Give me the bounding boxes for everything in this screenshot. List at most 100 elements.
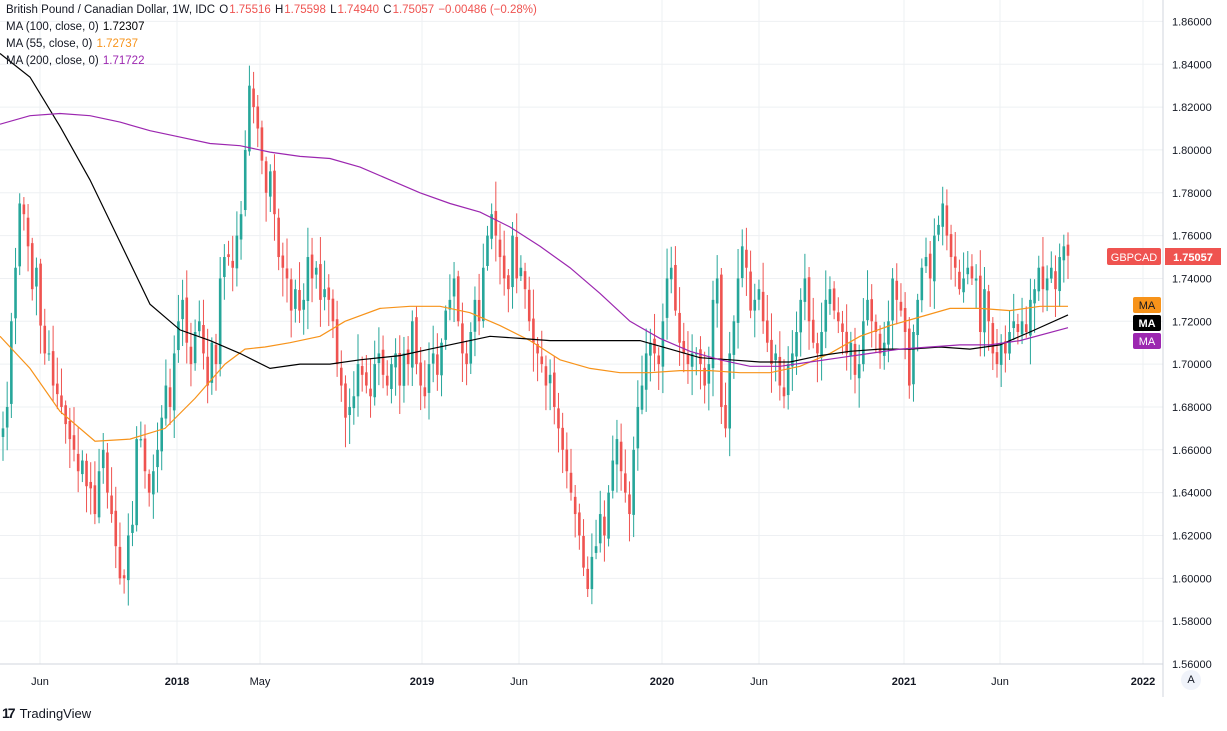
candle-body <box>736 278 740 323</box>
candle-body <box>1062 246 1066 261</box>
candle-body <box>223 257 226 277</box>
y-tick-label: 1.78000 <box>1172 188 1212 200</box>
candle-body <box>1045 278 1049 291</box>
candle-body <box>933 235 936 282</box>
candle-body <box>369 388 372 397</box>
candle-body <box>586 568 590 590</box>
price-axis[interactable]: 1.56000 1.58000 1.60000 1.62000 1.64000 1.660… <box>1172 16 1212 671</box>
ma100-tag-bg <box>1133 315 1161 331</box>
candle-body <box>365 372 368 386</box>
candle-body <box>410 321 414 368</box>
candle-body <box>603 516 606 536</box>
candle-body <box>35 267 38 287</box>
candle-body <box>1037 267 1041 292</box>
ma100-label: MA (100, close, 0) <box>6 21 99 33</box>
candle-body <box>770 339 773 365</box>
candle-body <box>962 278 965 293</box>
candle-body <box>699 349 702 365</box>
candlestick-series <box>1 65 1070 606</box>
candle-body <box>536 343 539 354</box>
candle-body <box>828 289 832 304</box>
candle-body <box>895 280 899 300</box>
candle-body <box>807 277 811 322</box>
candle-body <box>106 452 109 493</box>
candle-body <box>135 439 138 526</box>
candle-body <box>832 288 836 311</box>
x-tick-label: Jun <box>991 676 1009 688</box>
candle-body <box>836 312 840 322</box>
candle-body <box>152 471 155 495</box>
candle-body <box>636 406 640 449</box>
open-label: O <box>219 4 229 16</box>
low-label: L <box>330 4 337 16</box>
candle-body <box>866 299 869 321</box>
candle-body <box>582 535 585 568</box>
candle-body <box>853 343 857 375</box>
chart-plot[interactable]: 1.56000 1.58000 1.60000 1.62000 1.64000 1.660… <box>0 0 1227 697</box>
candle-body <box>252 88 255 108</box>
candle-body <box>147 473 151 493</box>
symbol-tag-bg <box>1107 248 1161 265</box>
candle-body <box>465 353 468 365</box>
tradingview-logo[interactable]: 17 TradingView <box>2 705 91 721</box>
x-tick-label: Jun <box>31 676 49 688</box>
legend-ma200-row[interactable]: MA (200, close, 0) 1.71722 <box>6 53 538 70</box>
legend-ma55-row[interactable]: MA (55, close, 0) 1.72737 <box>6 36 538 53</box>
candle-body <box>945 205 949 236</box>
candle-body <box>653 338 656 354</box>
candle-body <box>686 354 690 365</box>
candle-body <box>285 268 289 279</box>
candle-body <box>569 472 573 493</box>
candle-body <box>527 289 531 322</box>
candle-body <box>619 441 623 472</box>
legend-ma100-row[interactable]: MA (100, close, 0) 1.72307 <box>6 19 538 36</box>
candle-body <box>978 275 982 332</box>
ma200-tag: MA <box>1139 336 1156 348</box>
candle-body <box>640 385 644 410</box>
auto-scale-button[interactable]: A <box>1181 670 1201 690</box>
ma55-tag: MA <box>1139 300 1156 312</box>
candle-body <box>243 149 247 211</box>
x-tick-label: 2020 <box>650 676 674 688</box>
candle-body <box>649 342 652 356</box>
candle-body <box>761 291 765 322</box>
candle-body <box>160 417 164 452</box>
high-label: H <box>274 4 284 16</box>
candle-body <box>703 367 706 386</box>
candle-body <box>281 255 285 268</box>
candle-body <box>1020 321 1024 335</box>
candle-body <box>845 331 848 354</box>
candle-body <box>661 321 665 367</box>
candle-body <box>335 319 339 365</box>
change-value: −0.00486 (−0.28%) <box>438 4 537 16</box>
symbol-price: 1.75057 <box>1173 252 1213 264</box>
candle-body <box>419 362 422 386</box>
candle-body <box>937 224 940 235</box>
candle-body <box>97 471 101 518</box>
candle-body <box>235 235 239 269</box>
candle-body <box>93 485 97 515</box>
candle-body <box>1054 271 1057 290</box>
candle-body <box>611 460 615 491</box>
symbol-price-bg <box>1165 248 1221 265</box>
candle-body <box>197 321 201 332</box>
y-tick-label: 1.72000 <box>1172 316 1212 328</box>
candle-body <box>461 323 464 354</box>
open-value: 1.75516 <box>229 4 271 16</box>
candle-body <box>5 406 9 428</box>
candle-body <box>728 353 732 429</box>
candle-body <box>227 254 230 258</box>
candle-body <box>64 405 67 425</box>
candle-body <box>811 319 815 343</box>
grid-lines <box>0 0 1163 665</box>
candle-body <box>816 343 819 354</box>
candle-body <box>398 353 402 386</box>
candle-body <box>473 299 477 332</box>
symbol-title[interactable]: British Pound / Canadian Dollar, 1W, IDC <box>6 4 216 16</box>
candle-body <box>294 289 297 309</box>
candle-body <box>352 396 356 409</box>
candle-body <box>970 266 974 279</box>
time-axis[interactable]: Jun 2018 May 2019 Jun 2020 Jun 2021 Jun 2022 <box>31 676 1155 688</box>
candle-body <box>628 494 631 515</box>
ma55-value: 1.72737 <box>96 38 139 50</box>
